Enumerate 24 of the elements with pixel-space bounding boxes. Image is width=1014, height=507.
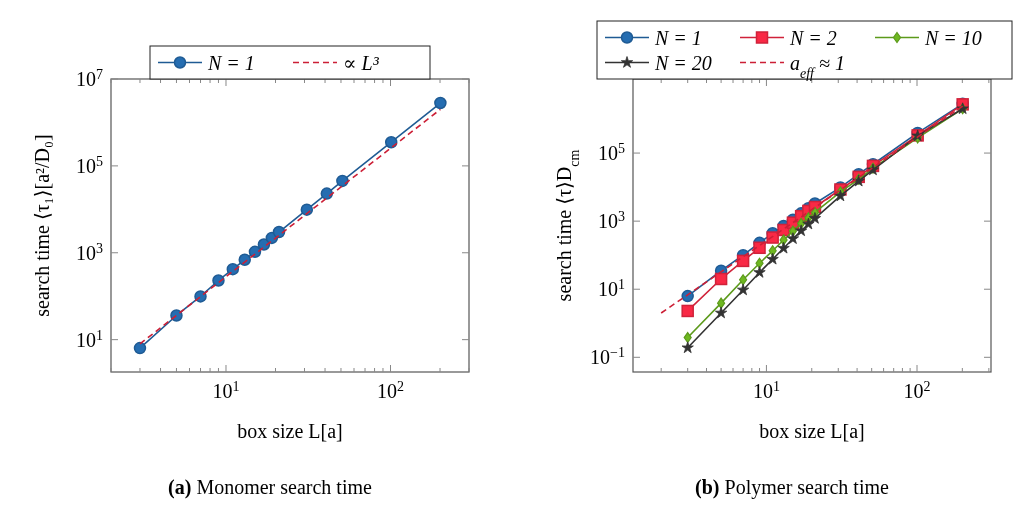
x-tick-label: 10$^{2}$ — [903, 378, 931, 402]
legend-label: N = 2 — [789, 26, 837, 49]
legend-label: a$_{eff}$ ≈ 1 — [790, 51, 845, 80]
y-tick-label: 10$^{5}$ — [76, 153, 103, 177]
text: (b) Polymer search time — [695, 476, 890, 499]
x-axis-title: box size L[a] — [237, 420, 343, 442]
legend-label: N = 20 — [654, 51, 712, 74]
legend-label: ∝ L³ — [343, 51, 380, 74]
y-tick-label: 10$^{1}$ — [76, 327, 103, 351]
y-tick-label: 10$^{7}$ — [76, 66, 103, 90]
y-axis-title: search time ⟨τ₁⟩[a²/D₀] — [31, 134, 53, 317]
legend-label: N = 10 — [924, 26, 982, 49]
y-tick-label: 10$^{−1}$ — [590, 344, 625, 369]
y-tick-label: 10$^{1}$ — [598, 276, 625, 301]
y-tick-label: 10$^{5}$ — [598, 140, 625, 165]
x-axis-title: box size L[a] — [759, 420, 865, 442]
legend-label: N = 1 — [207, 51, 255, 74]
x-tick-label: 10$^{1}$ — [212, 378, 240, 402]
y-tick-label: 10$^{3}$ — [76, 240, 103, 264]
x-tick-label: 10$^{2}$ — [377, 378, 405, 402]
text: (a) Monomer search time — [168, 476, 373, 499]
x-tick-label: 10$^{1}$ — [752, 378, 780, 402]
legend-label: N = 1 — [654, 26, 702, 49]
y-tick-label: 10$^{3}$ — [598, 208, 625, 233]
